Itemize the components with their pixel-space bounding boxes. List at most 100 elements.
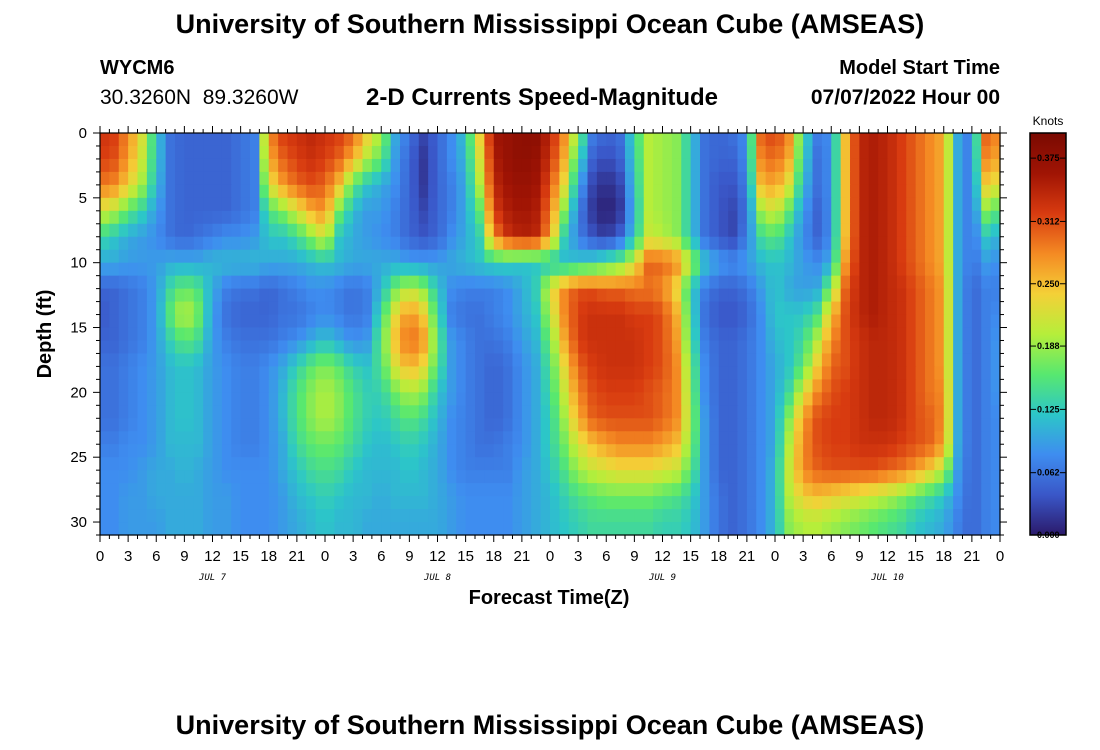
- heatmap-cell: [587, 522, 598, 536]
- heatmap-cell: [381, 236, 392, 251]
- heatmap-cell: [746, 431, 757, 445]
- heatmap-cell: [390, 405, 401, 419]
- heatmap-cell: [109, 470, 120, 484]
- heatmap-cell: [746, 470, 757, 484]
- heatmap-cell: [943, 340, 954, 355]
- heatmap-cell: [371, 392, 382, 406]
- heatmap-cell: [887, 133, 898, 147]
- heatmap-cell: [343, 223, 354, 238]
- heatmap-cell: [878, 236, 889, 251]
- heatmap-cell: [193, 236, 204, 251]
- heatmap-cell: [868, 145, 879, 160]
- heatmap-cell: [840, 392, 851, 406]
- heatmap-cell: [250, 210, 260, 225]
- heatmap-cell: [953, 405, 964, 419]
- heatmap-cell: [700, 314, 710, 329]
- heatmap-cell: [653, 249, 664, 264]
- day-label: JUL 8: [423, 573, 451, 583]
- heatmap-cell: [212, 418, 223, 432]
- heatmap-cell: [906, 522, 917, 536]
- heatmap-cell: [943, 444, 954, 458]
- heatmap-cell: [887, 249, 898, 264]
- heatmap-cell: [128, 314, 139, 329]
- heatmap-cell: [821, 405, 832, 419]
- heatmap-cell: [418, 340, 429, 355]
- heatmap-cell: [306, 314, 317, 329]
- heatmap-cell: [240, 249, 251, 264]
- heatmap-cell: [681, 236, 692, 251]
- heatmap-cell: [831, 184, 842, 199]
- heatmap-cell: [550, 158, 560, 173]
- heatmap-cell: [287, 158, 298, 173]
- heatmap-cell: [850, 418, 860, 432]
- heatmap-cell: [775, 262, 785, 277]
- heatmap-cell: [784, 522, 795, 536]
- heatmap-cell: [156, 197, 167, 212]
- heatmap-cell: [728, 236, 739, 251]
- heatmap-cell: [606, 405, 617, 419]
- heatmap-cell: [100, 184, 110, 199]
- heatmap-cell: [203, 496, 214, 510]
- heatmap-cell: [850, 392, 860, 406]
- heatmap-cell: [315, 340, 326, 355]
- heatmap-cell: [681, 366, 692, 380]
- heatmap-cell: [278, 158, 289, 173]
- heatmap-cell: [418, 327, 429, 342]
- heatmap-cell: [221, 210, 232, 225]
- heatmap-cell: [568, 288, 579, 303]
- x-tick-label: 0: [996, 548, 1004, 565]
- heatmap-cell: [362, 145, 373, 160]
- heatmap-cell: [784, 405, 795, 419]
- heatmap-cell: [850, 483, 860, 497]
- heatmap-cell: [418, 444, 429, 458]
- heatmap-cell: [962, 327, 973, 342]
- heatmap-cell: [137, 496, 148, 510]
- heatmap-cell: [296, 353, 307, 368]
- heatmap-cell: [100, 288, 110, 303]
- heatmap-cell: [812, 184, 823, 199]
- heatmap-cell: [681, 210, 692, 225]
- heatmap-cell: [671, 457, 682, 471]
- heatmap-cell: [859, 483, 870, 497]
- heatmap-cell: [465, 301, 476, 316]
- heatmap-cell: [850, 197, 860, 212]
- heatmap-cell: [803, 210, 814, 225]
- heatmap-cell: [634, 444, 645, 458]
- heatmap-cell: [831, 496, 842, 510]
- heatmap-cell: [568, 210, 579, 225]
- heatmap-cell: [643, 496, 654, 510]
- heatmap-cell: [100, 197, 110, 212]
- heatmap-cell: [878, 158, 889, 173]
- x-tick-label: 3: [574, 548, 582, 565]
- heatmap-cell: [221, 327, 232, 342]
- heatmap-cell: [821, 223, 832, 238]
- heatmap-cell: [259, 470, 270, 484]
- heatmap-cell: [221, 483, 232, 497]
- heatmap-cell: [334, 249, 345, 264]
- heatmap-cell: [850, 522, 860, 536]
- heatmap-cell: [268, 301, 279, 316]
- heatmap-cell: [381, 522, 392, 536]
- heatmap-cell: [521, 262, 532, 277]
- heatmap-cell: [193, 262, 204, 277]
- heatmap-cell: [953, 197, 964, 212]
- heatmap-cell: [821, 457, 832, 471]
- heatmap-cell: [484, 145, 495, 160]
- heatmap-cell: [175, 457, 185, 471]
- heatmap-cell: [934, 457, 945, 471]
- heatmap-cell: [578, 145, 589, 160]
- heatmap-cell: [559, 197, 570, 212]
- heatmap-cell: [700, 444, 710, 458]
- heatmap-cell: [634, 262, 645, 277]
- heatmap-cell: [803, 236, 814, 251]
- heatmap-cell: [653, 392, 664, 406]
- heatmap-cell: [625, 431, 635, 445]
- heatmap-cell: [175, 522, 185, 536]
- heatmap-cell: [615, 327, 626, 342]
- heatmap-cell: [653, 275, 664, 290]
- heatmap-cell: [456, 197, 467, 212]
- heatmap-cell: [615, 145, 626, 160]
- heatmap-cell: [559, 353, 570, 368]
- heatmap-cell: [578, 522, 589, 536]
- heatmap-cell: [671, 249, 682, 264]
